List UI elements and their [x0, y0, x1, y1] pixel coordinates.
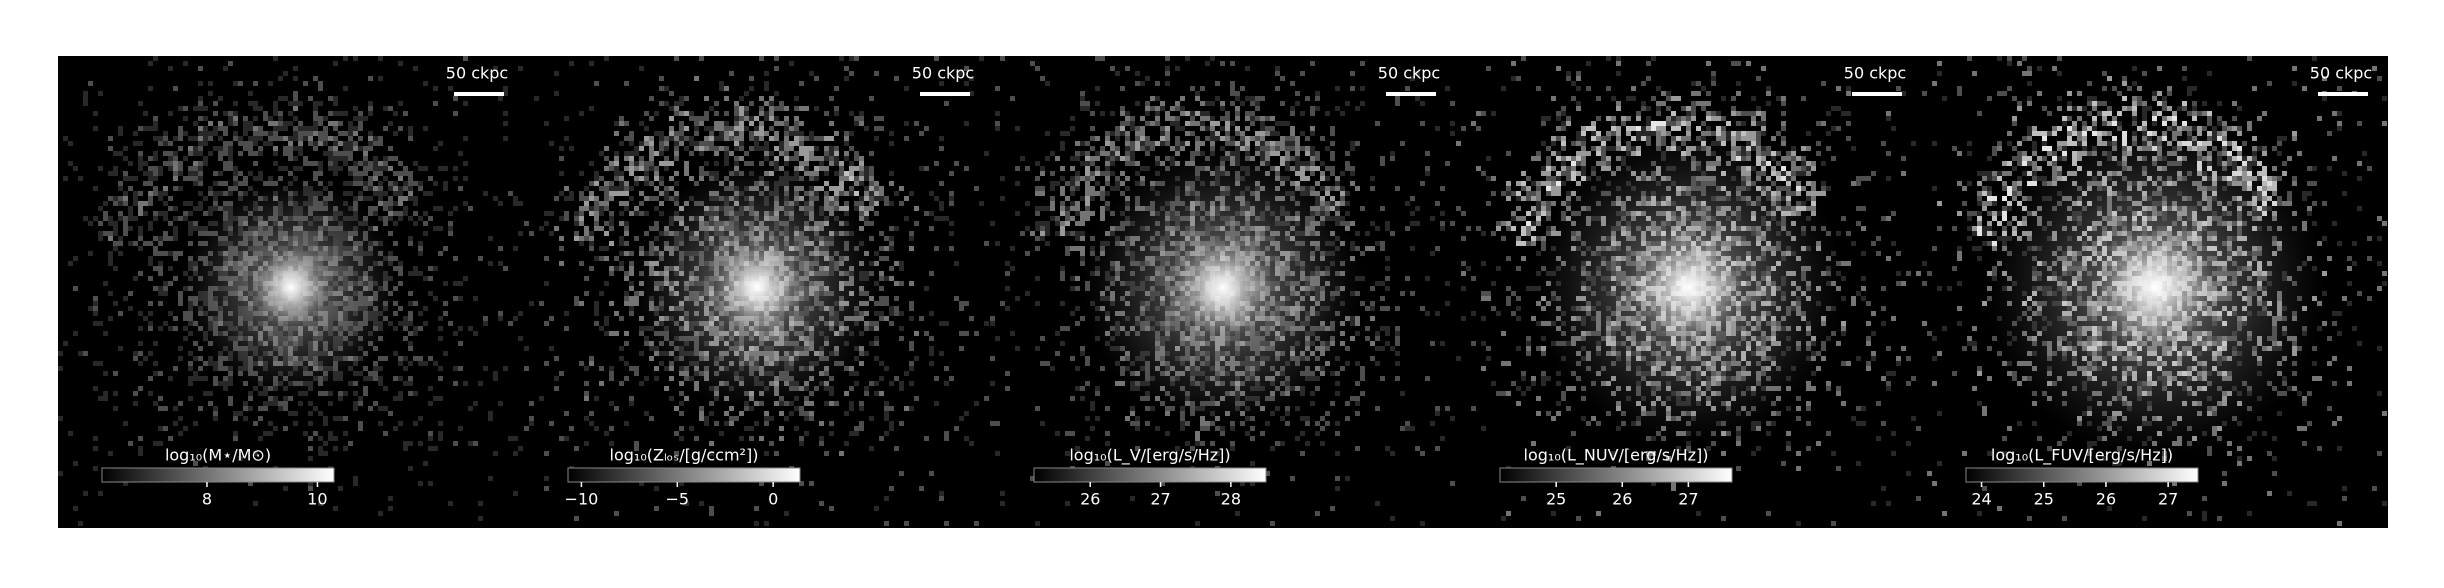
- scale-bar-label: 50 ckpc: [1844, 64, 1906, 83]
- scale-bar-label: 50 ckpc: [912, 64, 974, 83]
- pixel-noise: [73, 56, 513, 491]
- central-glow: [1534, 132, 1844, 443]
- scale-bar-label: 50 ckpc: [2310, 64, 2372, 83]
- colorbar-label: log₁₀(M⋆/M⊙): [165, 446, 271, 465]
- colorbar-tick-label: 0: [768, 490, 778, 509]
- colorbar-tick-label: 27: [2158, 490, 2178, 509]
- panel: 50 ckpc log₁₀(L_NUV/[erg/s/Hz]) 25 26 27: [1456, 56, 1922, 528]
- colorbar: [1033, 467, 1267, 483]
- colorbar-tick-label: 28: [1221, 490, 1241, 509]
- colorbar-tick-label: −5: [665, 490, 689, 509]
- colorbar-tick-label: 10: [307, 490, 327, 509]
- central-glow: [181, 177, 401, 398]
- panel: 50 ckpc log₁₀(L_V/[erg/s/Hz]) 26 27 28: [990, 56, 1456, 528]
- scale-bar-label: 50 ckpc: [446, 64, 508, 83]
- colorbar-label: log₁₀(L_FUV/[erg/s/Hz]): [1991, 446, 2173, 466]
- colorbar-tick-label: 25: [1546, 490, 1566, 509]
- colorbar: [101, 467, 335, 483]
- colorbar-tick-label: 25: [2034, 490, 2054, 509]
- pixel-noise: [524, 56, 989, 526]
- colorbar-tick-label: 26: [1612, 490, 1632, 509]
- panel: 50 ckpc log₁₀(Zₗₒₛ/[g/ccm²]) −10 −5 0: [524, 56, 990, 528]
- colorbar-tick-label: 27: [1678, 490, 1698, 509]
- colorbar-tick-label: 26: [1080, 490, 1100, 509]
- colorbar-tick-label: −10: [565, 490, 599, 509]
- pixel-noise: [1456, 56, 1916, 526]
- colorbar-tick-label: 8: [202, 490, 212, 509]
- colorbar-label: log₁₀(L_V/[erg/s/Hz]): [1069, 446, 1230, 466]
- central-glow: [1083, 147, 1363, 428]
- colorbar-label: log₁₀(L_NUV/[erg/s/Hz]): [1524, 446, 1709, 466]
- colorbar-label: log₁₀(Zₗₒₛ/[g/ccm²]): [610, 446, 759, 465]
- scale-bar-label: 50 ckpc: [1378, 64, 1440, 83]
- colorbar-tick-label: 27: [1150, 490, 1170, 509]
- colorbar: [1499, 467, 1733, 483]
- colorbar-tick-label: 26: [2096, 490, 2116, 509]
- central-glow: [1985, 117, 2325, 458]
- colorbar-tick-label: 24: [1971, 490, 1991, 509]
- colorbar: [567, 467, 801, 483]
- panel: 50 ckpc log₁₀(M⋆/M⊙) 8 10: [58, 56, 524, 528]
- panel: 50 ckpc log₁₀(L_FUV/[erg/s/Hz]) 24 25 26 27: [1922, 56, 2388, 528]
- central-glow: [632, 162, 882, 413]
- colorbar: [1965, 467, 2199, 483]
